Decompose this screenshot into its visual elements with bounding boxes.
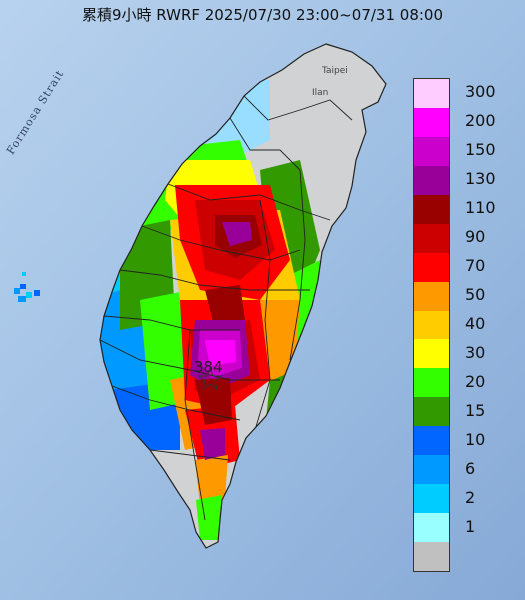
legend-swatch	[414, 137, 449, 166]
legend-label: 30	[465, 343, 485, 362]
legend-label: 10	[465, 430, 485, 449]
legend-swatch	[414, 224, 449, 253]
city-label-taipei: Taipei	[322, 66, 348, 76]
legend-swatch	[414, 339, 449, 368]
legend-swatch	[414, 108, 449, 137]
legend-label: 1	[465, 517, 475, 536]
map-title: 累積9小時 RWRF 2025/07/30 23:00~07/31 08:00	[0, 4, 525, 25]
legend-swatch	[414, 455, 449, 484]
legend-label: 300	[465, 82, 496, 101]
city-label-yilan: Ilan	[312, 88, 328, 98]
legend-swatch	[414, 484, 449, 513]
legend-label: 50	[465, 285, 485, 304]
legend-swatch	[414, 426, 449, 455]
legend-label: 40	[465, 314, 485, 333]
legend-swatch	[414, 542, 449, 571]
legend-label: 20	[465, 372, 485, 391]
legend-swatch	[414, 311, 449, 340]
legend-label: 2	[465, 488, 475, 507]
legend-swatch	[414, 79, 449, 108]
legend-swatch	[414, 397, 449, 426]
legend-swatch	[414, 368, 449, 397]
legend-label: 130	[465, 169, 496, 188]
legend-swatch	[414, 282, 449, 311]
legend-swatch	[414, 253, 449, 282]
legend-label: 150	[465, 140, 496, 159]
legend-label: 110	[465, 198, 496, 217]
legend-swatch	[414, 166, 449, 195]
legend-swatch	[414, 513, 449, 542]
legend-swatch	[414, 195, 449, 224]
legend-label: 200	[465, 111, 496, 130]
legend-label: 6	[465, 459, 475, 478]
legend-label: 70	[465, 256, 485, 275]
peak-value-label: 384	[194, 358, 223, 376]
legend-label: 90	[465, 227, 485, 246]
legend-color-bar	[413, 78, 450, 572]
legend-label: 15	[465, 401, 485, 420]
